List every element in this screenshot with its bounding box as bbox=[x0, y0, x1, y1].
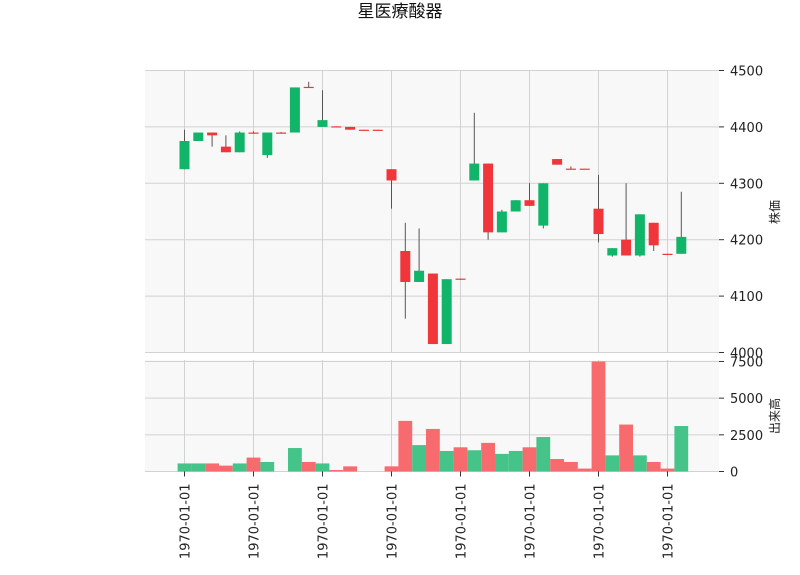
price-tick-label: 4400 bbox=[730, 121, 763, 136]
volume-bar bbox=[522, 447, 537, 472]
candle-body bbox=[469, 163, 480, 181]
volume-tick-label: 7500 bbox=[730, 355, 763, 370]
candle-body bbox=[441, 279, 452, 345]
volume-tick-label: 5000 bbox=[730, 392, 763, 407]
volume-bar bbox=[315, 463, 330, 472]
x-tick-label: 1970-01-01 bbox=[455, 484, 470, 560]
volume-bar bbox=[232, 463, 247, 472]
volume-bars bbox=[177, 361, 689, 472]
volume-bar bbox=[508, 450, 523, 472]
x-tick-label: 1970-01-01 bbox=[317, 484, 332, 560]
candle-body bbox=[386, 169, 397, 181]
candle-body bbox=[179, 141, 190, 170]
volume-bar bbox=[633, 455, 647, 472]
volume-bar bbox=[619, 424, 633, 472]
volume-bar bbox=[343, 466, 357, 472]
volume-bar bbox=[329, 470, 344, 472]
volume-bar bbox=[177, 463, 192, 472]
candle-body bbox=[248, 132, 259, 134]
volume-bar bbox=[674, 426, 689, 472]
candle-body bbox=[303, 86, 314, 89]
volume-bar bbox=[481, 442, 495, 472]
volume-tick-label: 0 bbox=[730, 466, 738, 481]
candle-body bbox=[607, 248, 618, 256]
volume-bar bbox=[467, 450, 482, 472]
price-tick-label: 4300 bbox=[730, 177, 763, 192]
candle-body bbox=[372, 129, 383, 131]
volume-bar bbox=[495, 453, 509, 472]
volume-bar bbox=[398, 420, 413, 472]
candle-body bbox=[414, 270, 425, 282]
volume-axis-title: 出来高 bbox=[767, 398, 782, 434]
x-tick-label: 1970-01-01 bbox=[593, 484, 608, 560]
x-tick-label: 1970-01-01 bbox=[662, 484, 677, 560]
volume-bar bbox=[384, 466, 399, 472]
price-tick-label: 4500 bbox=[730, 65, 763, 80]
candle-body bbox=[455, 278, 466, 280]
price-tick-label: 4200 bbox=[730, 234, 763, 249]
candle-body bbox=[648, 222, 659, 246]
price-tick-label: 4000 bbox=[730, 347, 763, 362]
price-tick-label: 4100 bbox=[730, 290, 763, 305]
volume-bar bbox=[288, 448, 302, 472]
x-tick-label: 1970-01-01 bbox=[524, 484, 539, 560]
volume-bar bbox=[453, 447, 468, 472]
candle-body bbox=[496, 211, 507, 233]
candle-body bbox=[427, 273, 438, 345]
candle-body bbox=[524, 200, 535, 206]
volume-bar bbox=[564, 461, 578, 472]
volume-bar bbox=[191, 463, 206, 472]
volume-bar bbox=[205, 463, 219, 472]
x-tick-label: 1970-01-01 bbox=[386, 484, 401, 560]
axes: 4000 4100 4200 4300 4400 4500 0 2500 5000 7500 197… bbox=[179, 65, 764, 560]
candle-body bbox=[565, 168, 576, 170]
candle-body bbox=[579, 168, 590, 170]
volume-bar bbox=[591, 361, 606, 472]
volume-bar bbox=[550, 459, 564, 472]
price-candles bbox=[179, 81, 687, 345]
volume-bar bbox=[426, 428, 440, 472]
x-tick-label: 1970-01-01 bbox=[179, 484, 194, 560]
chart-title: 星医療酸器 bbox=[358, 2, 443, 22]
candle-body bbox=[510, 200, 521, 212]
candle-body bbox=[345, 126, 356, 130]
candle-body bbox=[538, 183, 549, 226]
volume-bar bbox=[577, 468, 592, 472]
volume-bar bbox=[412, 445, 426, 472]
volume-bar bbox=[660, 468, 675, 472]
candle-body bbox=[317, 120, 328, 127]
candle-body bbox=[662, 253, 673, 255]
candle-body bbox=[676, 236, 687, 254]
candle-body bbox=[552, 159, 563, 165]
candle-body bbox=[331, 126, 342, 128]
price-axis-title: 株価 bbox=[767, 200, 782, 224]
candle-body bbox=[207, 132, 218, 136]
candle-body bbox=[621, 239, 632, 256]
volume-bar bbox=[646, 461, 661, 472]
candle-body bbox=[358, 129, 369, 131]
volume-tick-label: 2500 bbox=[730, 429, 763, 444]
candle-body bbox=[593, 208, 604, 235]
candle-body bbox=[400, 250, 411, 282]
volume-bar bbox=[439, 450, 454, 472]
volume-bar bbox=[260, 461, 275, 472]
candle-body bbox=[289, 87, 300, 133]
candle-body bbox=[220, 146, 231, 153]
candle-body bbox=[262, 132, 273, 156]
candle-body bbox=[193, 132, 204, 141]
volume-bar bbox=[536, 437, 551, 472]
x-tick-label: 1970-01-01 bbox=[248, 484, 263, 560]
candle-body bbox=[276, 132, 287, 134]
candle-body bbox=[234, 132, 245, 153]
volume-bar bbox=[246, 457, 261, 472]
candle-body bbox=[634, 214, 645, 256]
volume-bar bbox=[605, 455, 620, 472]
candle-body bbox=[483, 163, 494, 233]
volume-bar bbox=[219, 465, 233, 472]
volume-bar bbox=[301, 461, 316, 472]
